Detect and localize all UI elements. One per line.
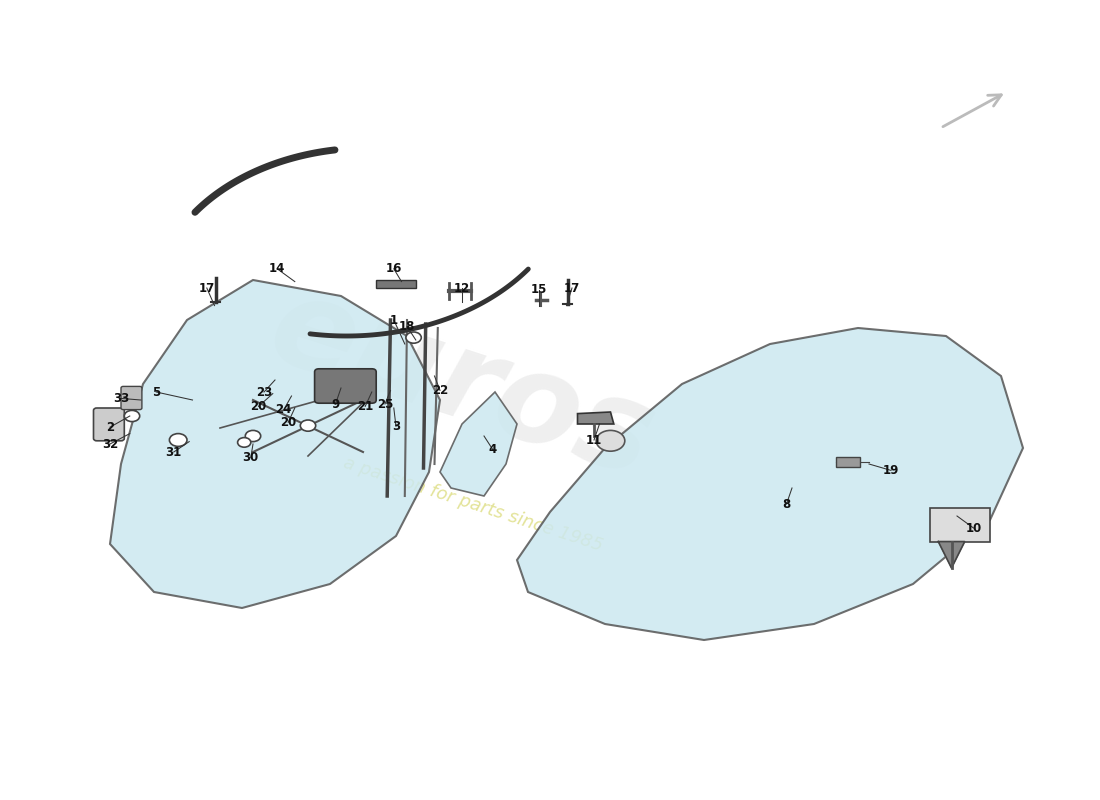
Text: 30: 30 xyxy=(243,451,258,464)
Text: 15: 15 xyxy=(531,283,547,296)
Polygon shape xyxy=(110,280,440,608)
Text: 19: 19 xyxy=(883,464,899,477)
Bar xyxy=(836,457,860,467)
Text: a passion for parts since 1985: a passion for parts since 1985 xyxy=(341,454,605,554)
Bar xyxy=(376,280,416,288)
Text: 14: 14 xyxy=(270,262,285,275)
Circle shape xyxy=(245,430,261,442)
Text: 4: 4 xyxy=(488,443,497,456)
Text: 17: 17 xyxy=(199,282,214,294)
Text: 8: 8 xyxy=(782,498,791,510)
FancyBboxPatch shape xyxy=(121,386,142,410)
Circle shape xyxy=(596,430,625,451)
Text: 12: 12 xyxy=(454,282,470,294)
Text: 21: 21 xyxy=(358,400,373,413)
Circle shape xyxy=(300,420,316,431)
Text: 5: 5 xyxy=(152,386,161,398)
Text: 20: 20 xyxy=(280,416,296,429)
Text: euros: euros xyxy=(255,266,669,502)
Circle shape xyxy=(124,410,140,422)
Text: 25: 25 xyxy=(377,398,393,410)
FancyBboxPatch shape xyxy=(94,408,124,441)
Text: 10: 10 xyxy=(966,522,981,534)
Circle shape xyxy=(339,390,354,402)
Text: 22: 22 xyxy=(432,384,448,397)
Text: 2: 2 xyxy=(106,421,114,434)
Text: 20: 20 xyxy=(251,400,266,413)
Text: 1: 1 xyxy=(389,314,398,326)
Text: 24: 24 xyxy=(276,403,292,416)
Polygon shape xyxy=(938,542,965,568)
FancyBboxPatch shape xyxy=(315,369,376,403)
Circle shape xyxy=(169,434,187,446)
Circle shape xyxy=(238,438,251,447)
Polygon shape xyxy=(578,412,614,424)
Polygon shape xyxy=(517,328,1023,640)
Text: 16: 16 xyxy=(386,262,402,275)
Text: 18: 18 xyxy=(399,320,415,333)
Text: 3: 3 xyxy=(392,420,400,433)
Bar xyxy=(930,508,990,542)
Text: 17: 17 xyxy=(564,282,580,294)
Circle shape xyxy=(406,332,421,343)
Text: 11: 11 xyxy=(586,434,602,446)
Text: 33: 33 xyxy=(113,392,129,405)
Text: 9: 9 xyxy=(331,398,340,410)
Polygon shape xyxy=(440,392,517,496)
Text: 23: 23 xyxy=(256,386,272,398)
Text: 31: 31 xyxy=(166,446,182,458)
Text: 32: 32 xyxy=(102,438,118,450)
